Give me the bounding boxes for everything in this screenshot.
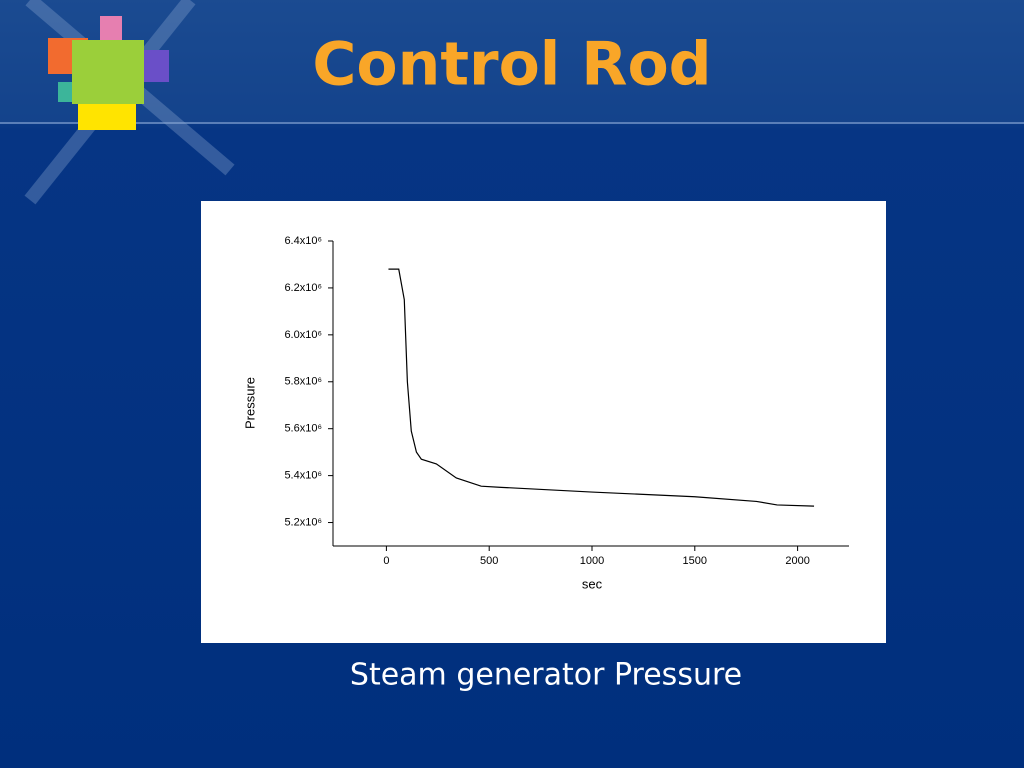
y-tick-label: 5.8x10⁶ <box>284 376 322 388</box>
x-axis-label: sec <box>582 576 603 591</box>
chart-panel <box>201 201 886 643</box>
x-tick-label: 0 <box>383 555 389 567</box>
y-axis-label: Pressure <box>242 377 257 429</box>
logo-block <box>78 100 136 130</box>
y-tick-label: 6.0x10⁶ <box>284 329 322 341</box>
logo-block <box>58 82 74 102</box>
x-tick-label: 1000 <box>580 555 604 567</box>
header-band <box>0 0 1024 122</box>
x-tick-label: 2000 <box>785 555 809 567</box>
y-tick-label: 5.6x10⁶ <box>284 423 322 435</box>
logo-block <box>72 40 144 104</box>
y-tick-label: 6.4x10⁶ <box>284 235 322 247</box>
y-tick-label: 6.2x10⁶ <box>284 282 322 294</box>
caption: Steam generator Pressure <box>350 658 742 693</box>
slide-title: Control Rod <box>312 30 711 100</box>
y-tick-label: 5.4x10⁶ <box>284 470 322 482</box>
x-tick-label: 500 <box>480 555 498 567</box>
x-tick-label: 1500 <box>683 555 707 567</box>
plot: sec Pressure 5.2x10⁶ 5.4x10⁶ 5.6x10⁶ 5.8x10… <box>242 235 849 591</box>
y-tick-label: 5.2x10⁶ <box>284 516 322 528</box>
logo-block <box>100 16 122 40</box>
logo <box>48 16 169 130</box>
data-line <box>388 268 815 507</box>
